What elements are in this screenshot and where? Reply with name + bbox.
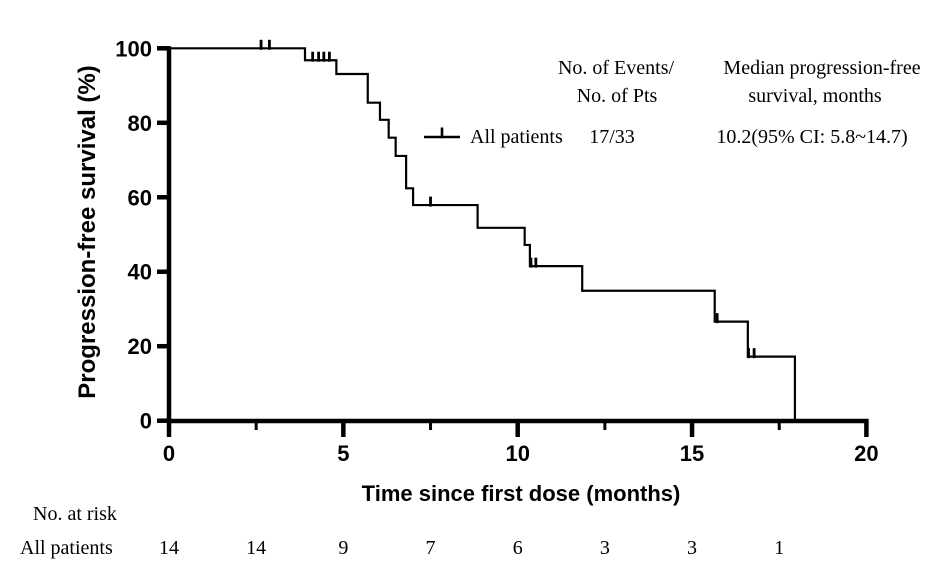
events-count-value: 17/33: [589, 126, 635, 148]
risk-count: 3: [687, 537, 698, 559]
risk-count: 9: [338, 537, 349, 559]
y-tick-label: 0: [140, 409, 152, 434]
events-column-header-line2: No. of Pts: [576, 85, 658, 107]
x-tick-label: 0: [163, 441, 175, 466]
risk-count: 14: [159, 537, 179, 559]
median-column-header-line2: survival, months: [748, 85, 882, 107]
y-tick-label: 40: [128, 260, 152, 285]
x-tick-label: 5: [337, 441, 349, 466]
x-tick-label: 15: [680, 441, 704, 466]
median-survival-value: 10.2(95% CI: 5.8~14.7): [716, 126, 908, 148]
y-axis-title: Progression-free survival (%): [74, 65, 101, 398]
risk-table-title: No. at risk: [33, 503, 117, 525]
risk-count: 7: [425, 537, 436, 559]
survival-step-curve: [169, 47, 797, 421]
legend-series-label: All patients: [470, 126, 563, 148]
risk-count: 3: [599, 537, 610, 559]
y-tick-label: 80: [128, 111, 152, 136]
y-tick-label: 20: [128, 334, 152, 359]
events-column-header-line1: No. of Events/: [557, 57, 675, 79]
risk-count: 14: [246, 537, 267, 559]
y-tick-label: 100: [115, 36, 152, 61]
y-tick-label: 60: [128, 185, 152, 210]
risk-table-row-label: All patients: [20, 537, 113, 559]
median-column-header-line1: Median progression-free: [723, 57, 921, 79]
risk-count: 1: [774, 537, 785, 559]
x-tick-label: 10: [505, 441, 529, 466]
x-axis-title: Time since first dose (months): [362, 481, 681, 506]
x-tick-label: 20: [854, 441, 878, 466]
risk-count: 6: [512, 537, 523, 559]
